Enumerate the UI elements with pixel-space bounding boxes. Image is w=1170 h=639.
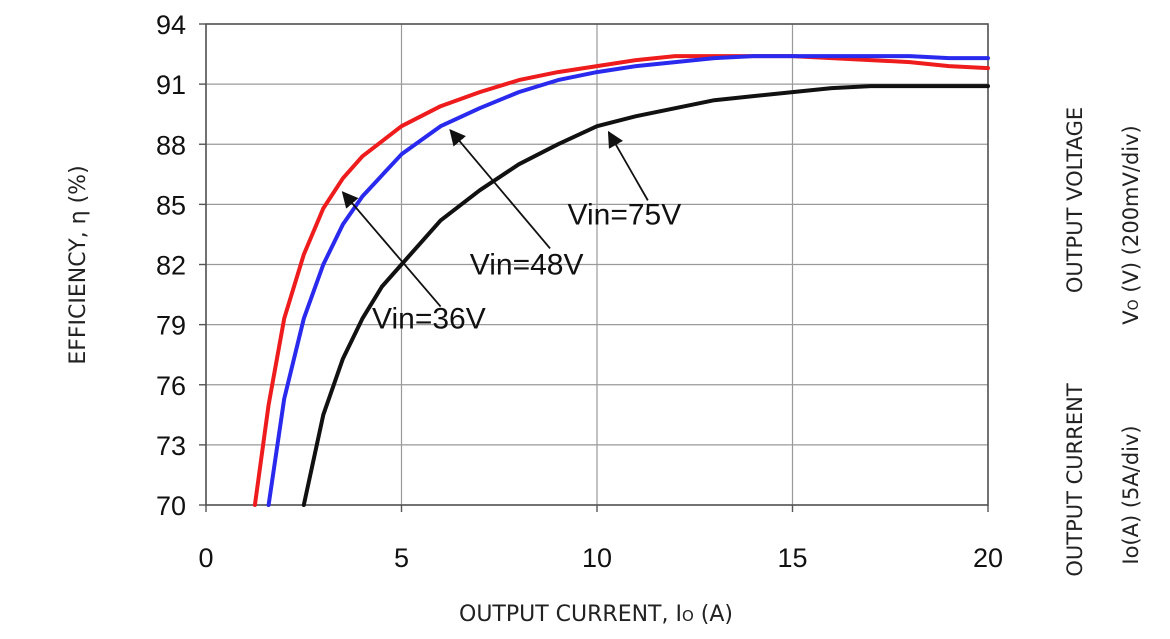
y-axis-title: EFFICIENCY, η (%): [66, 165, 91, 364]
x-tick-label-20: 20: [973, 543, 1003, 573]
series-line-vin-75v: [301, 84, 990, 507]
side-label-io-div: Io(A) (5A/div): [1119, 425, 1143, 564]
annotation-label-vin-48v: Vin=48V: [470, 249, 584, 282]
series-line-vin-48v: [266, 54, 990, 507]
side-label-vo: VO (V) (200mV/div): [1119, 125, 1143, 324]
y-tick-labels: 70 73 76 79 82 85 88 91 94: [156, 10, 186, 521]
x-axis-title-subscript: O: [682, 607, 694, 625]
y-tick-label-85: 85: [156, 190, 186, 220]
annotation-arrow-vin-48v: [449, 128, 551, 250]
y-tick-label-73: 73: [156, 431, 186, 461]
y-tick-label-79: 79: [156, 311, 186, 341]
annotation-label-vin-36v: Vin=36V: [372, 303, 486, 336]
y-tick-label-76: 76: [156, 371, 186, 401]
annotation-label-vin-75v: Vin=75V: [568, 198, 682, 231]
side-label-vo-subscript: O: [1126, 299, 1142, 310]
annotation-arrow-vin-36v: [341, 191, 442, 308]
y-tick-label-70: 70: [156, 491, 186, 521]
side-label-output-current: OUTPUT CURRENT: [1063, 383, 1087, 576]
annotation-layer: Vin=36V Vin=48V Vin=75V: [341, 128, 682, 336]
x-tick-labels: 0 5 10 15 20: [198, 543, 1003, 573]
annotation-arrow-vin-75v: [607, 130, 649, 201]
x-tick-label-0: 0: [198, 543, 213, 573]
x-axis-title: OUTPUT CURRENT, IO (A): [459, 602, 733, 627]
y-tick-label-88: 88: [156, 130, 186, 160]
x-tick-label-5: 5: [394, 543, 409, 573]
series-line-vin-36v: [252, 54, 990, 507]
series-layer: [252, 54, 990, 507]
side-label-output-voltage: OUTPUT VOLTAGE: [1063, 107, 1087, 293]
plot-frame: [199, 23, 989, 512]
y-tick-label-82: 82: [156, 251, 186, 281]
x-tick-label-10: 10: [582, 543, 612, 573]
y-tick-label-91: 91: [156, 70, 186, 100]
x-tick-label-15: 15: [777, 543, 807, 573]
y-tick-label-94: 94: [156, 10, 186, 40]
